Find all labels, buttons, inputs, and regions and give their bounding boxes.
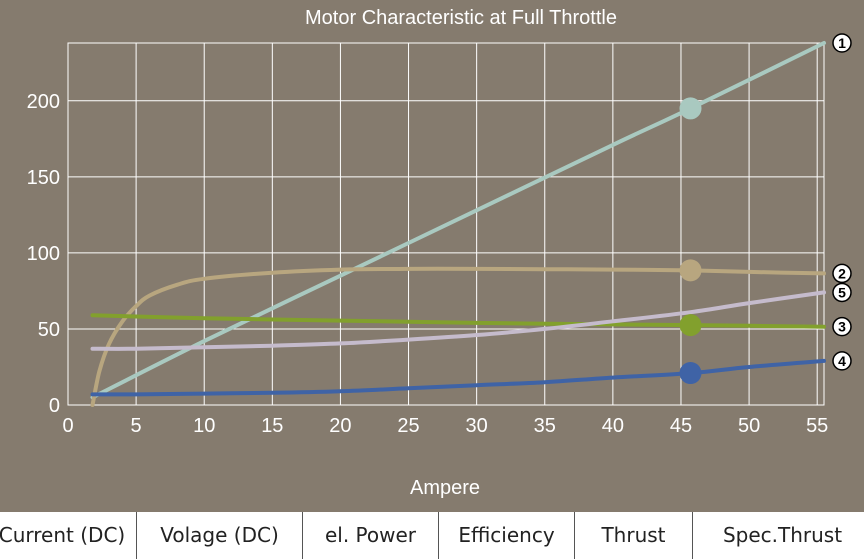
column-header-voltage[interactable]: Volage (DC)	[136, 512, 302, 559]
end-label-5: 5	[838, 284, 846, 300]
x-tick-label: 55	[806, 415, 828, 437]
series-line-5	[90, 290, 826, 351]
chart-series	[90, 41, 826, 407]
chart-end-labels: 1 2 5 3 4	[832, 33, 852, 371]
x-tick-label: 35	[534, 415, 556, 437]
end-label-badge-4	[832, 351, 852, 371]
end-label-badge-2	[832, 263, 852, 284]
series-line-2	[90, 266, 826, 407]
data-table-header: Current (DC) Volage (DC) el. Power Effic…	[0, 512, 864, 559]
series-marker-1[interactable]	[679, 97, 702, 120]
column-header-current[interactable]: Current (DC)	[0, 523, 126, 547]
x-tick-label: 45	[670, 415, 692, 437]
end-label-badge-5	[832, 282, 852, 303]
end-label-2: 2	[838, 265, 846, 281]
chart-markers	[679, 97, 702, 385]
series-line-1	[90, 41, 826, 400]
x-tick-label: 5	[131, 415, 142, 437]
end-label-3: 3	[838, 319, 846, 335]
chart-axes: 0 5 10 15 20 25 30 35 40 45 50 55 0 50 100 150 200	[27, 91, 829, 437]
x-tick-label: 15	[261, 415, 283, 437]
series-marker-4[interactable]	[679, 362, 702, 385]
motor-characteristic-chart: Motor Characteristic at Full Throttle 0 5…	[27, 7, 852, 499]
plot-frame	[67, 42, 825, 406]
series-marker-3[interactable]	[679, 314, 702, 337]
end-label-4: 4	[838, 353, 846, 369]
column-header-el-power[interactable]: el. Power	[302, 512, 438, 559]
column-header-efficiency[interactable]: Efficiency	[438, 512, 574, 559]
end-label-badge-3	[832, 316, 852, 337]
x-tick-label: 10	[193, 415, 215, 437]
y-tick-label: 0	[49, 395, 60, 417]
x-tick-label: 20	[329, 415, 351, 437]
end-label-badge-1	[832, 33, 852, 53]
x-tick-label: 0	[62, 415, 73, 437]
y-tick-label: 100	[27, 243, 60, 265]
x-axis-label: Ampere	[410, 477, 480, 499]
series-line-4	[90, 358, 826, 397]
x-tick-label: 50	[738, 415, 760, 437]
x-tick-label: 25	[397, 415, 419, 437]
y-tick-label: 150	[27, 167, 60, 189]
column-header-spec-thrust[interactable]: Spec.Thrust	[692, 512, 864, 559]
end-label-1: 1	[838, 35, 846, 51]
column-header-thrust[interactable]: Thrust	[574, 512, 692, 559]
series-marker-2[interactable]	[679, 259, 702, 282]
x-tick-label: 30	[466, 415, 488, 437]
y-tick-label: 200	[27, 91, 60, 113]
chart-title: Motor Characteristic at Full Throttle	[305, 7, 617, 29]
series-line-3	[90, 313, 826, 329]
y-tick-label: 50	[38, 319, 60, 341]
x-tick-label: 40	[602, 415, 624, 437]
